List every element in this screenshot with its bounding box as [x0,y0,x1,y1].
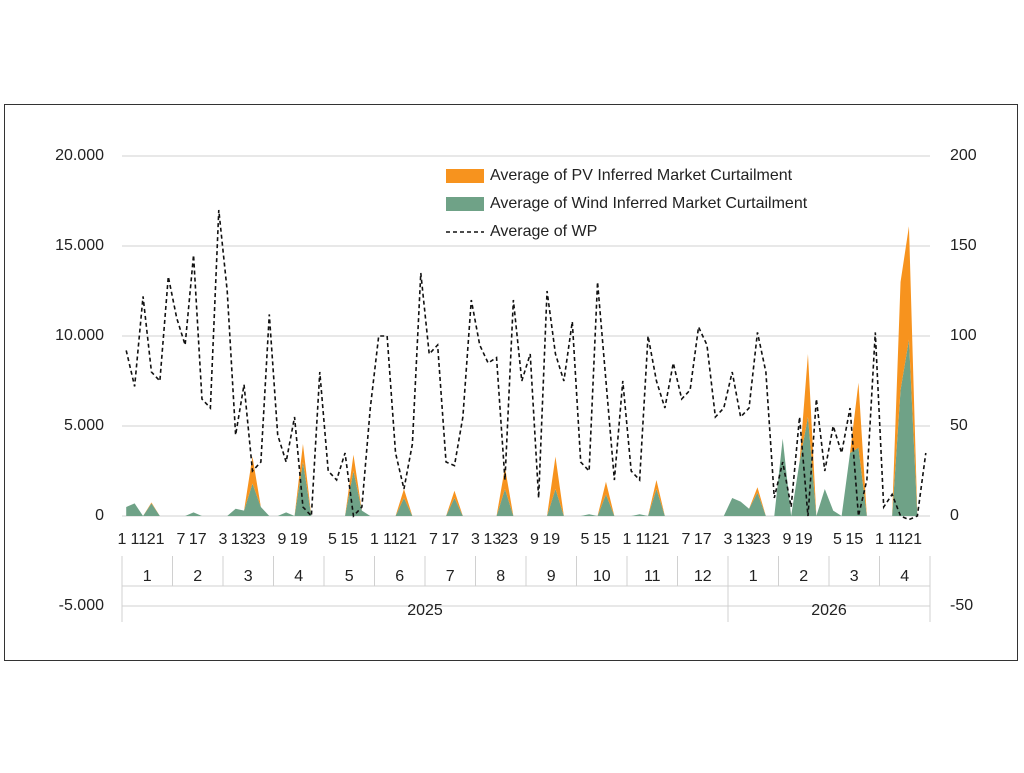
month-label: 1 [143,568,152,585]
legend-label: Average of PV Inferred Market Curtailmen… [490,167,793,184]
month-label: 4 [294,568,303,585]
month-label: 6 [395,568,404,585]
y2-tick-label: 100 [950,327,977,344]
year-label: 2025 [407,602,443,619]
month-label: 3 [244,568,253,585]
x-tick-label: 5 [328,531,337,548]
x-tick-label: 15 [845,531,863,548]
month-label: 3 [850,568,859,585]
x-tick-label: 1 [370,531,379,548]
x-tick-label: 19 [795,531,813,548]
x-tick-label: 1 [875,531,884,548]
x-tick-label: 11 [636,531,653,548]
x-tick-label: 11 [131,531,148,548]
x-tick-label: 13 [736,531,754,548]
legend-swatch [446,197,484,211]
y2-tick-label: 150 [950,237,977,254]
x-tick-label: 23 [500,531,518,548]
y-tick-label: 0 [95,507,104,524]
y-tick-label: 20.000 [55,147,104,164]
x-tick-label: 15 [593,531,611,548]
x-tick-label: 21 [652,531,670,548]
month-label: 12 [694,568,712,585]
month-label: 9 [547,568,556,585]
x-tick-label: 21 [904,531,922,548]
x-tick-label: 17 [189,531,207,548]
legend-label: Average of Wind Inferred Market Curtailm… [490,195,808,212]
y2-tick-label: -50 [950,597,973,614]
x-tick-label: 3 [724,531,733,548]
y-tick-label: 15.000 [55,237,104,254]
legend-swatch [446,169,484,183]
x-tick-label: 15 [340,531,358,548]
y-tick-label: -5.000 [59,597,104,614]
area [126,339,926,516]
x-tick-label: 5 [833,531,842,548]
month-label: 5 [345,568,354,585]
y-tick-label: 5.000 [64,417,104,434]
y2-tick-label: 50 [950,417,968,434]
x-tick-label: 21 [147,531,165,548]
x-tick-label: 23 [753,531,771,548]
x-tick-label: 21 [399,531,417,548]
x-tick-label: 11 [383,531,400,548]
x-tick-label: 5 [580,531,589,548]
month-label: 4 [900,568,909,585]
x-tick-label: 23 [248,531,266,548]
x-tick-label: 17 [441,531,459,548]
chart-frame [4,104,1018,661]
month-label: 10 [593,568,611,585]
y-tick-label: 10.000 [55,327,104,344]
month-label: 1 [749,568,758,585]
x-tick-label: 7 [176,531,185,548]
x-tick-label: 17 [694,531,712,548]
x-tick-label: 9 [782,531,791,548]
x-tick-label: 19 [542,531,560,548]
x-tick-label: 19 [290,531,308,548]
x-tick-label: 13 [231,531,249,548]
x-tick-label: 1 [118,531,127,548]
y2-tick-label: 0 [950,507,959,524]
month-label: 11 [644,568,661,585]
month-label: 2 [799,568,808,585]
month-label: 8 [496,568,505,585]
month-label: 7 [446,568,455,585]
month-label: 2 [193,568,202,585]
x-tick-label: 9 [530,531,539,548]
x-tick-label: 1 [623,531,632,548]
legend-label: Average of WP [490,223,597,240]
x-tick-label: 7 [429,531,438,548]
x-tick-label: 3 [219,531,228,548]
y2-tick-label: 200 [950,147,977,164]
x-tick-label: 9 [277,531,286,548]
year-label: 2026 [811,602,847,619]
x-tick-label: 13 [483,531,501,548]
x-tick-label: 11 [888,531,905,548]
x-tick-label: 3 [471,531,480,548]
x-tick-label: 7 [681,531,690,548]
line [125,209,927,521]
